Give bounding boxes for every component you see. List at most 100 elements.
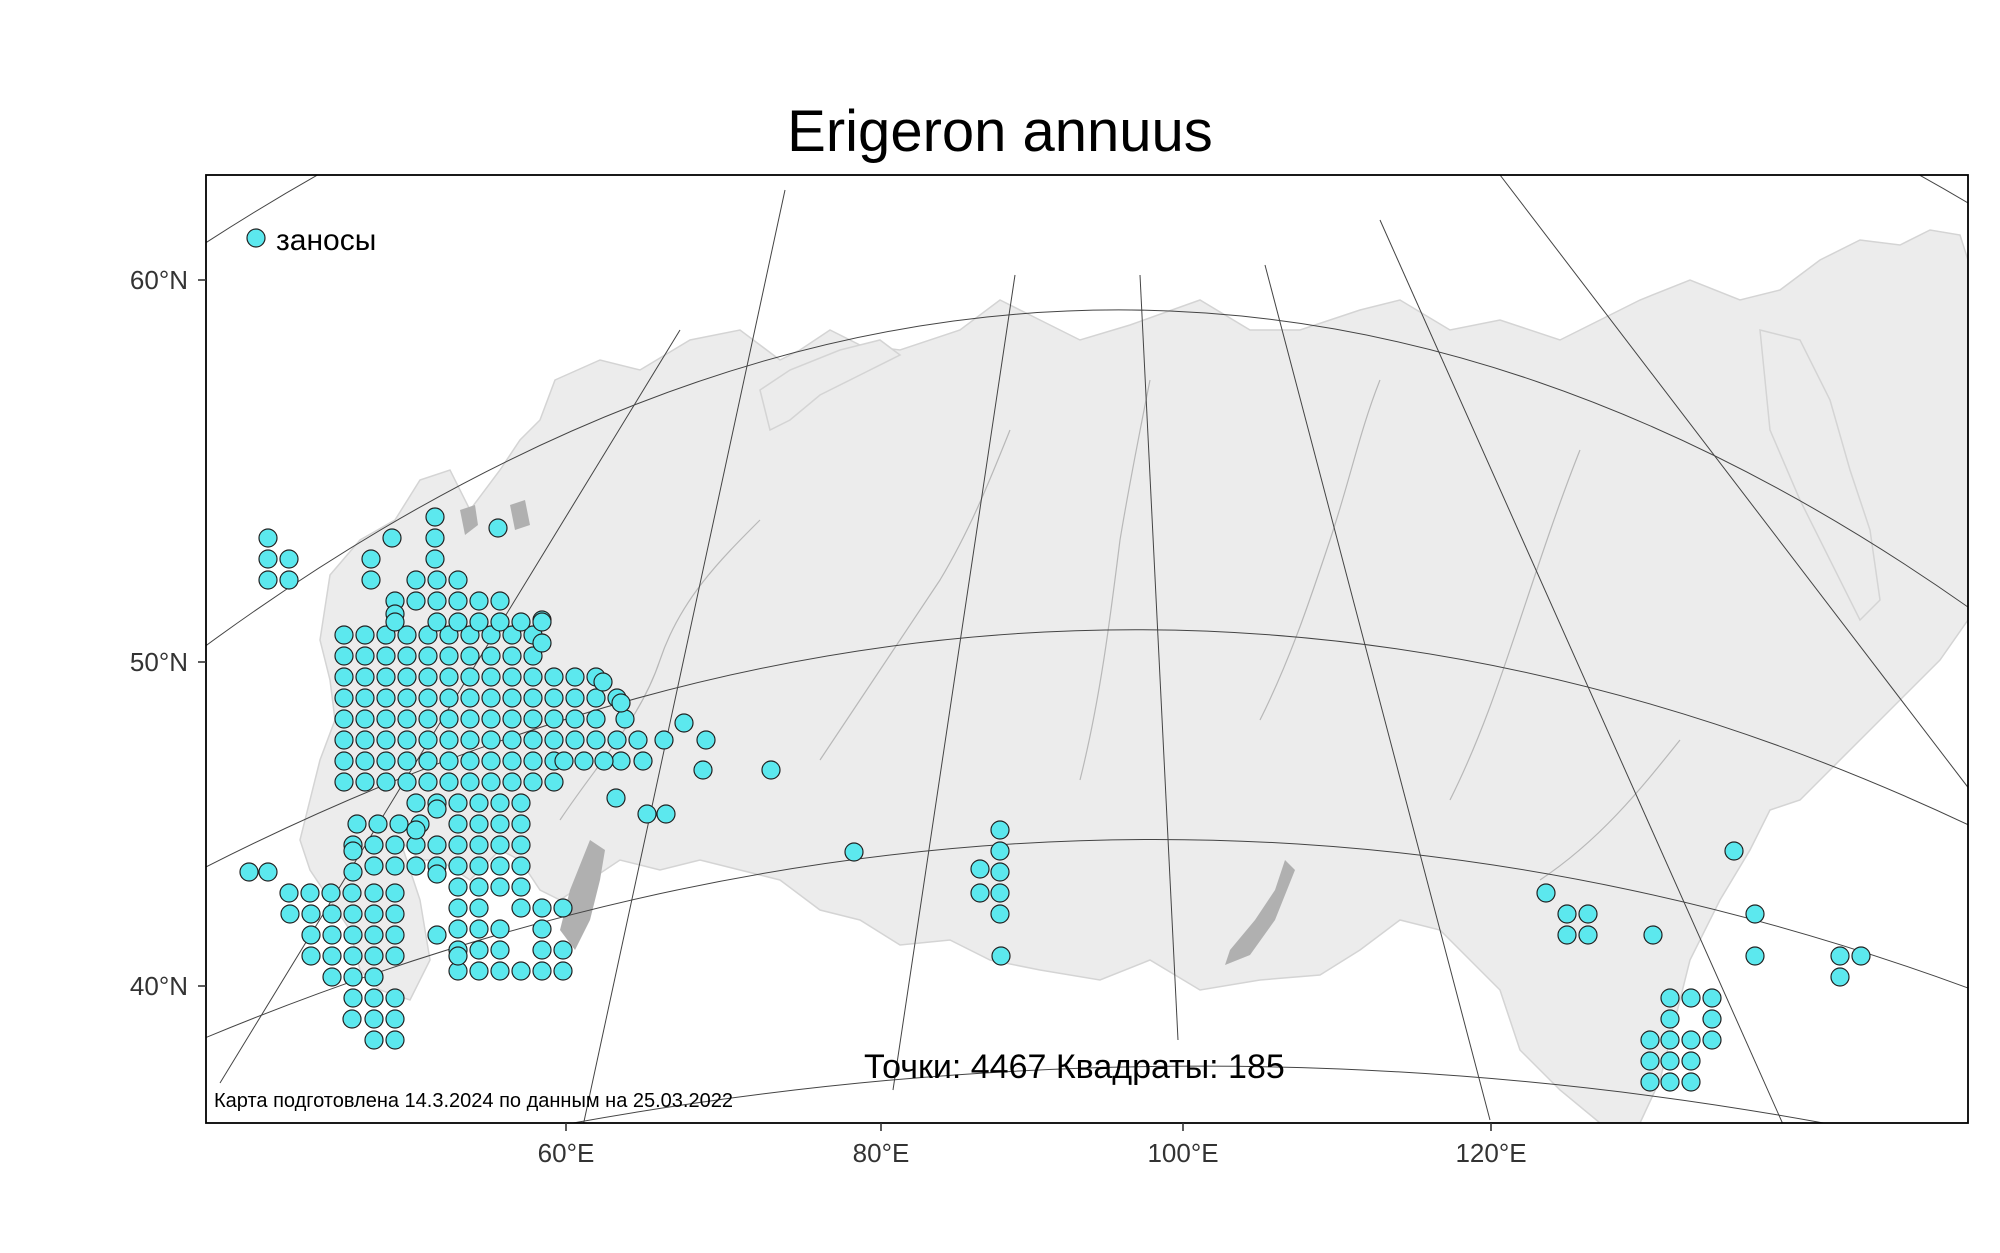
occurrence-marker <box>502 772 522 792</box>
occurrence-marker <box>970 859 990 879</box>
occurrence-marker <box>637 804 657 824</box>
occurrence-marker <box>418 625 438 645</box>
y-tick-label: 50°N <box>129 647 188 677</box>
occurrence-marker <box>696 730 716 750</box>
occurrence-marker <box>586 709 606 729</box>
occurrence-marker <box>448 835 468 855</box>
occurrence-marker <box>565 667 585 687</box>
occurrence-marker <box>418 709 438 729</box>
occurrence-marker <box>490 612 510 632</box>
occurrence-marker <box>586 730 606 750</box>
occurrence-marker <box>991 946 1011 966</box>
occurrence-marker <box>502 625 522 645</box>
occurrence-marker <box>844 842 864 862</box>
occurrence-marker <box>761 760 781 780</box>
occurrence-marker <box>425 507 445 527</box>
occurrence-marker <box>397 625 417 645</box>
occurrence-marker <box>439 625 459 645</box>
occurrence-marker <box>553 898 573 918</box>
occurrence-marker <box>532 961 552 981</box>
occurrence-marker <box>490 961 510 981</box>
occurrence-marker <box>397 667 417 687</box>
occurrence-marker <box>385 612 405 632</box>
occurrence-marker <box>460 751 480 771</box>
occurrence-marker <box>574 751 594 771</box>
occurrence-marker <box>990 862 1010 882</box>
occurrence-marker <box>544 730 564 750</box>
occurrence-marker <box>469 898 489 918</box>
occurrence-marker <box>628 730 648 750</box>
occurrence-marker <box>1640 1051 1660 1071</box>
occurrence-marker <box>427 591 447 611</box>
parallel-line <box>206 175 1968 244</box>
occurrence-marker <box>611 751 631 771</box>
occurrence-marker <box>364 946 384 966</box>
occurrence-marker <box>606 788 626 808</box>
occurrence-marker <box>385 1009 405 1029</box>
occurrence-marker <box>532 633 552 653</box>
occurrence-marker <box>321 883 341 903</box>
occurrence-marker <box>693 760 713 780</box>
occurrence-marker <box>418 688 438 708</box>
occurrence-marker <box>481 772 501 792</box>
occurrence-marker <box>448 856 468 876</box>
occurrence-marker <box>448 946 468 966</box>
occurrence-marker <box>334 709 354 729</box>
occurrence-marker <box>654 730 674 750</box>
occurrence-marker <box>397 751 417 771</box>
occurrence-marker <box>586 688 606 708</box>
occurrence-marker <box>490 591 510 611</box>
occurrence-marker <box>239 862 259 882</box>
occurrence-marker <box>553 940 573 960</box>
lake-ladoga <box>460 505 478 535</box>
occurrence-marker <box>593 672 613 692</box>
occurrence-marker <box>439 667 459 687</box>
occurrence-marker <box>523 646 543 666</box>
occurrence-marker <box>502 646 522 666</box>
occurrence-marker <box>364 835 384 855</box>
occurrence-marker <box>364 1030 384 1050</box>
occurrence-marker <box>376 688 396 708</box>
occurrence-marker <box>322 946 342 966</box>
occurrence-marker <box>511 877 531 897</box>
occurrence-marker <box>1702 988 1722 1008</box>
occurrence-marker <box>448 793 468 813</box>
occurrence-marker <box>439 730 459 750</box>
occurrence-marker <box>481 646 501 666</box>
occurrence-marker <box>425 528 445 548</box>
occurrence-marker <box>481 709 501 729</box>
occurrence-marker <box>523 688 543 708</box>
occurrence-marker <box>334 730 354 750</box>
occurrence-marker <box>490 814 510 834</box>
occurrence-marker <box>460 688 480 708</box>
occurrence-marker <box>1681 1030 1701 1050</box>
occurrence-marker <box>427 612 447 632</box>
occurrence-marker <box>469 835 489 855</box>
occurrence-marker <box>334 772 354 792</box>
y-tick-label: 40°N <box>129 971 188 1001</box>
occurrence-marker <box>397 730 417 750</box>
occurrence-marker <box>301 946 321 966</box>
occurrence-marker <box>511 961 531 981</box>
occurrence-marker <box>460 709 480 729</box>
legend-marker <box>246 228 266 248</box>
occurrence-marker <box>1578 904 1598 924</box>
occurrence-marker <box>355 709 375 729</box>
lake-baikal <box>1225 860 1295 965</box>
occurrence-marker <box>990 904 1010 924</box>
occurrence-marker <box>355 730 375 750</box>
occurrence-marker <box>364 1009 384 1029</box>
occurrence-marker <box>532 940 552 960</box>
occurrence-marker <box>364 988 384 1008</box>
occurrence-marker <box>343 988 363 1008</box>
occurrence-marker <box>502 730 522 750</box>
occurrence-marker <box>469 877 489 897</box>
occurrence-marker <box>355 625 375 645</box>
occurrence-marker <box>334 667 354 687</box>
occurrence-marker <box>511 856 531 876</box>
occurrence-marker <box>355 772 375 792</box>
occurrence-marker <box>511 814 531 834</box>
occurrence-marker <box>427 799 447 819</box>
occurrence-marker <box>1660 1072 1680 1092</box>
